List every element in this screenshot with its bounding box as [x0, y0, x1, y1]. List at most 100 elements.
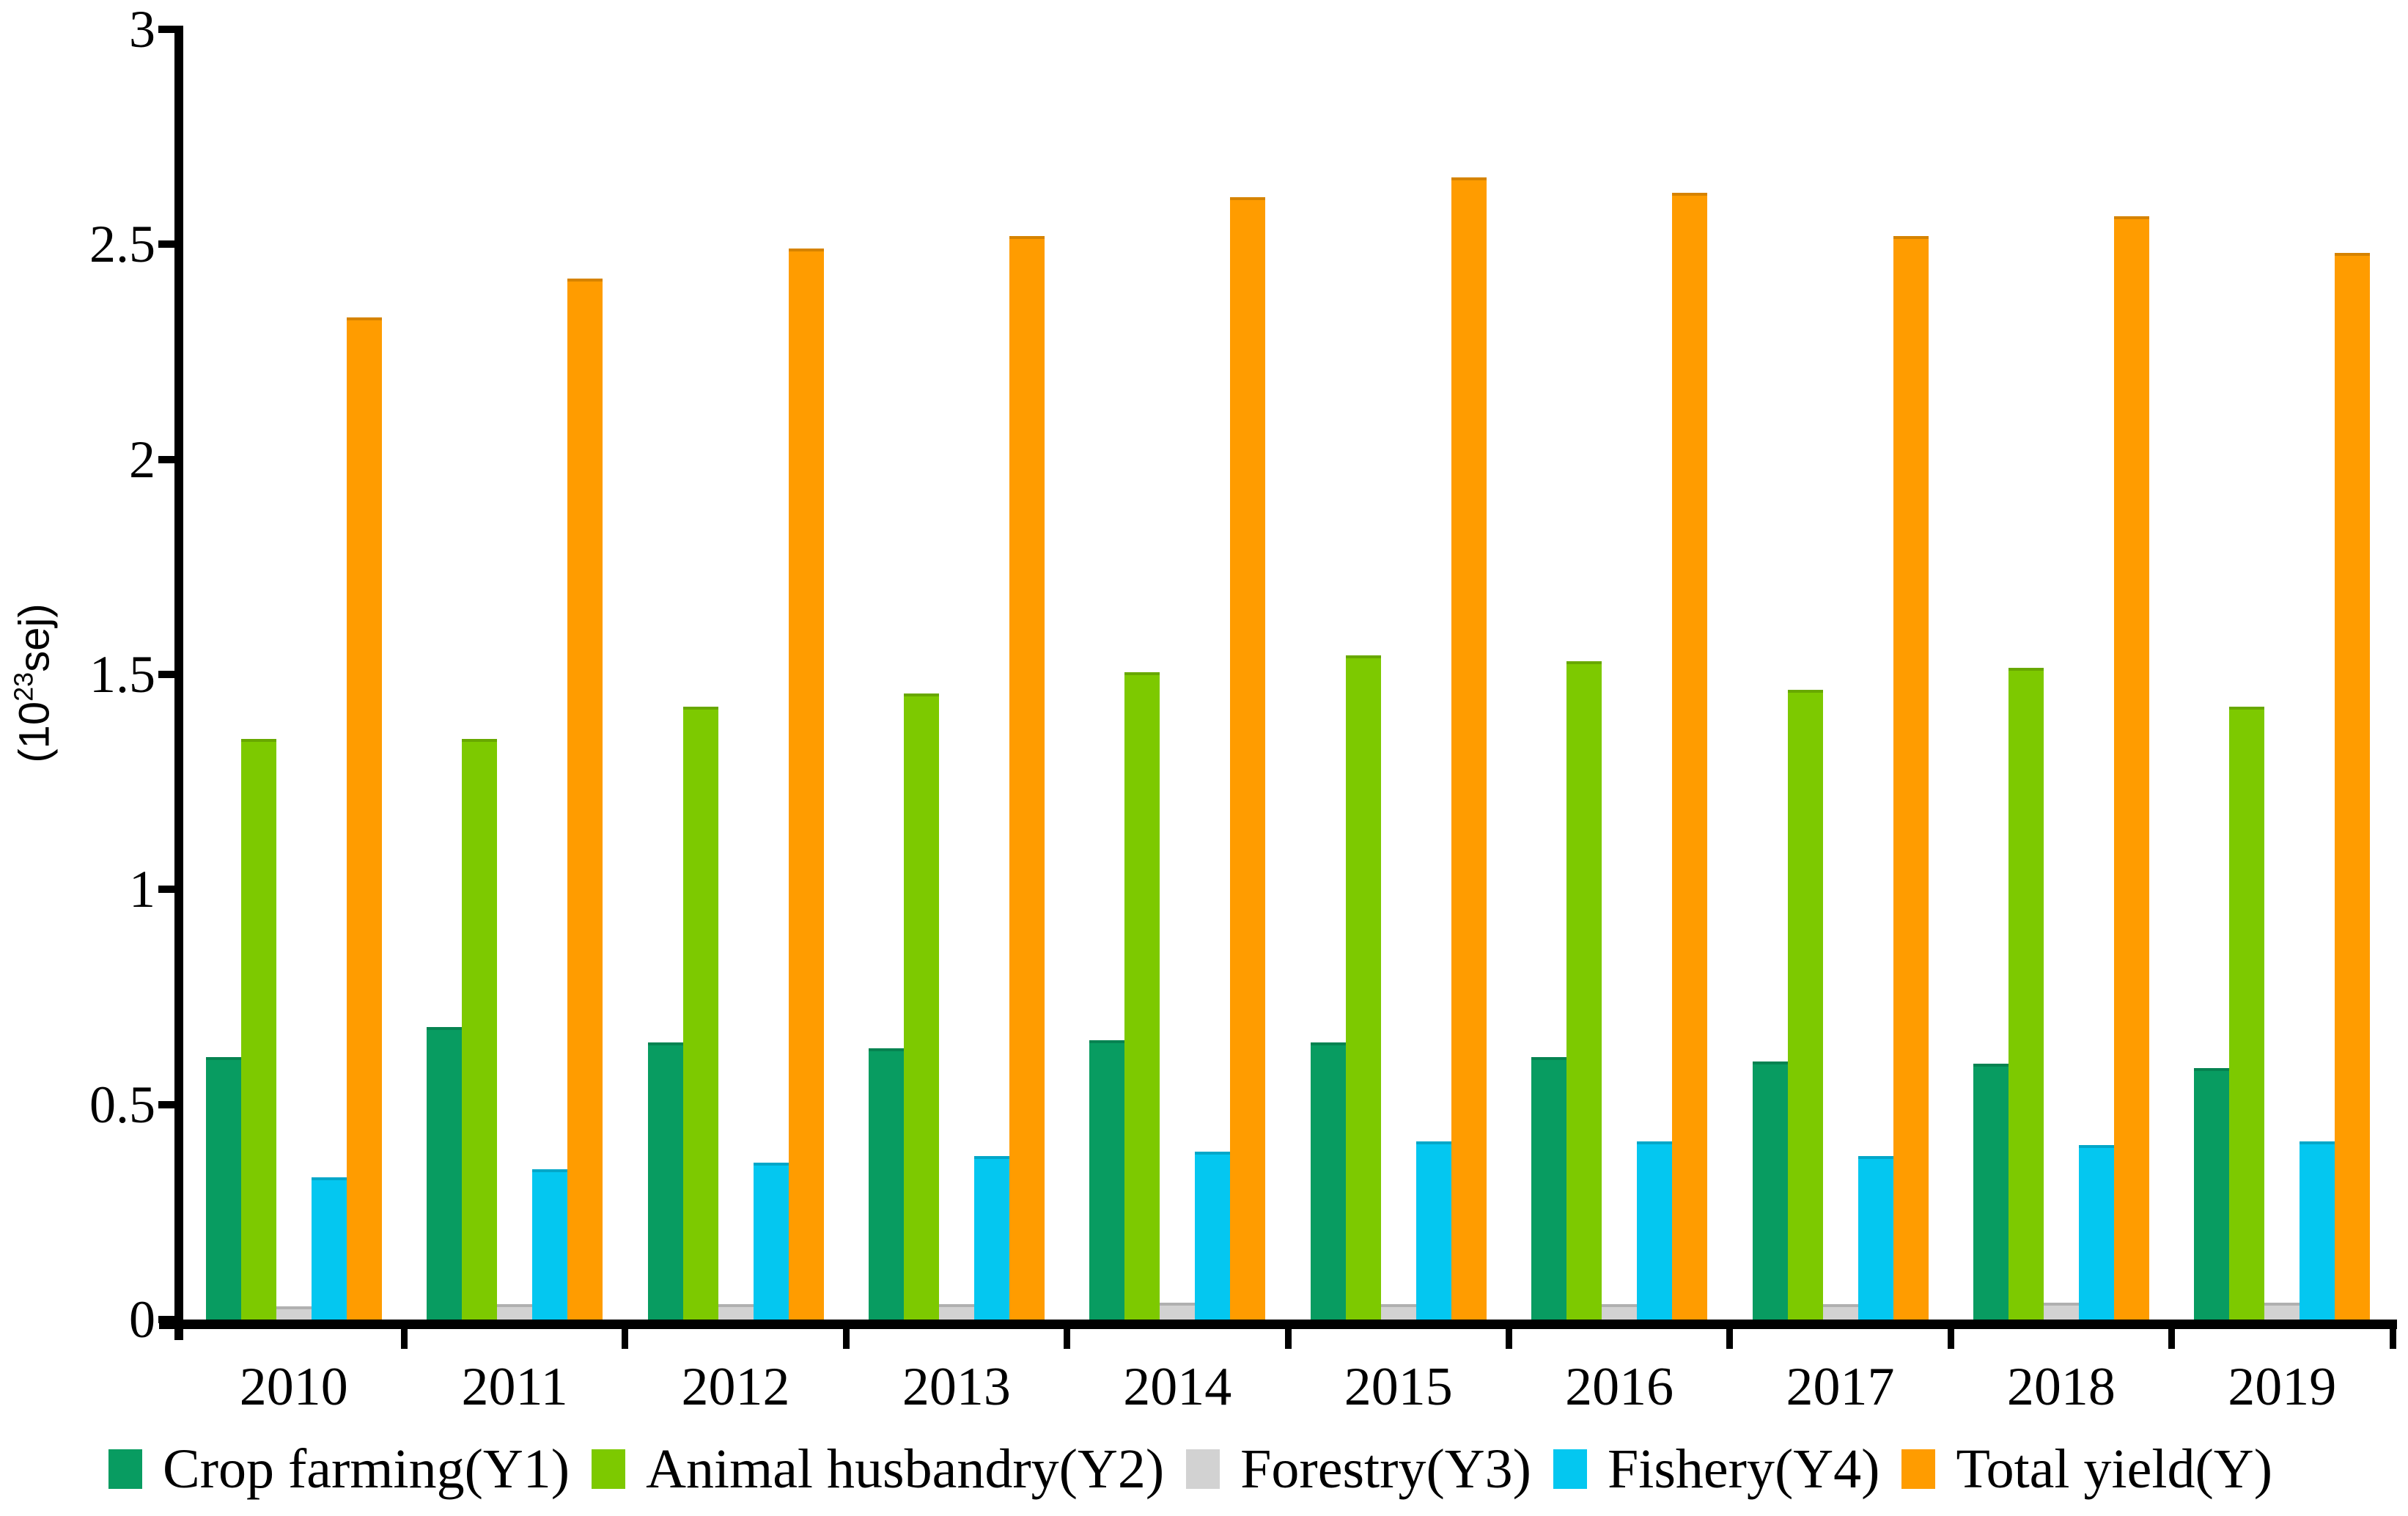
bar-forestry-2013 [938, 1304, 974, 1320]
bar-total-yield-2019 [2335, 253, 2371, 1320]
bar-fishery-2011 [532, 1169, 568, 1320]
x-category-label-2015: 2015 [1344, 1357, 1453, 1417]
legend-swatch-icon [1186, 1449, 1220, 1489]
bar-fishery-2012 [753, 1162, 789, 1320]
bar-total-yield-2014 [1230, 196, 1266, 1320]
y-tick-mark [158, 671, 183, 678]
x-category-label-2013: 2013 [902, 1357, 1011, 1417]
y-tick-mark [158, 1100, 183, 1108]
bar-forestry-2012 [718, 1304, 754, 1320]
bar-total-yield-2011 [567, 279, 603, 1320]
bar-fishery-2013 [973, 1156, 1009, 1320]
x-tick-mark [1726, 1329, 1734, 1349]
y-tick-label: 2.5 [89, 215, 155, 274]
x-category-label-2012: 2012 [681, 1357, 790, 1417]
x-category-label-2018: 2018 [2006, 1357, 2116, 1417]
bar-forestry-2014 [1160, 1302, 1196, 1320]
x-tick-mark [1505, 1329, 1512, 1349]
bar-animal-husbandry-2011 [462, 739, 498, 1320]
bar-fishery-2017 [1857, 1156, 1893, 1320]
bar-animal-husbandry-2015 [1345, 655, 1381, 1320]
bar-crop-farming-2014 [1089, 1040, 1125, 1320]
x-axis-line [159, 1320, 2397, 1329]
bar-total-yield-2013 [1009, 235, 1045, 1320]
bar-forestry-2017 [1822, 1304, 1858, 1320]
bar-fishery-2014 [1195, 1152, 1231, 1320]
bar-forestry-2018 [2043, 1302, 2079, 1320]
x-tick-mark [1284, 1329, 1292, 1349]
bar-animal-husbandry-2012 [682, 707, 718, 1320]
y-axis-line [174, 26, 183, 1340]
x-tick-mark [2389, 1329, 2396, 1349]
bar-total-yield-2016 [1672, 192, 1708, 1320]
x-tick-mark [622, 1329, 629, 1349]
legend-label: Animal husbandry(Y2) [646, 1438, 1165, 1500]
legend-item-forestry: Forestry(Y3) [1186, 1438, 1531, 1500]
y-tick-mark [158, 240, 183, 249]
y-tick-label: 2 [129, 430, 155, 489]
bar-crop-farming-2019 [2194, 1067, 2230, 1320]
bar-crop-farming-2015 [1310, 1042, 1346, 1320]
y-tick-label: 1.5 [89, 645, 155, 704]
legend-item-total-yield: Total yield(Y) [1901, 1438, 2272, 1500]
bar-fishery-2015 [1415, 1141, 1451, 1320]
bar-forestry-2016 [1602, 1304, 1638, 1320]
bar-total-yield-2010 [346, 317, 382, 1320]
bar-animal-husbandry-2010 [240, 739, 276, 1320]
x-tick-mark [1947, 1329, 1954, 1349]
x-tick-mark [2168, 1329, 2176, 1349]
bar-animal-husbandry-2018 [2008, 668, 2044, 1320]
x-category-label-2010: 2010 [239, 1357, 348, 1417]
legend-swatch-icon [108, 1449, 142, 1489]
y-tick-label: 0 [129, 1290, 155, 1349]
legend-item-crop-farming: Crop farming(Y1) [108, 1438, 570, 1500]
x-tick-mark [842, 1329, 850, 1349]
legend-label: Forestry(Y3) [1240, 1438, 1531, 1500]
bar-total-yield-2012 [788, 249, 824, 1320]
bar-animal-husbandry-2017 [1787, 689, 1823, 1320]
legend-item-animal-husbandry: Animal husbandry(Y2) [592, 1438, 1164, 1500]
x-tick-mark [400, 1329, 408, 1349]
y-tick-mark [158, 886, 183, 894]
bar-forestry-2010 [276, 1306, 312, 1320]
y-tick-mark [158, 455, 183, 463]
x-tick-mark [1064, 1329, 1071, 1349]
bar-crop-farming-2010 [205, 1057, 241, 1320]
bar-total-yield-2015 [1451, 177, 1487, 1320]
y-tick-label: 3 [129, 0, 155, 59]
legend-label: Fishery(Y4) [1607, 1438, 1880, 1500]
x-category-label-2019: 2019 [2228, 1357, 2337, 1417]
bar-fishery-2019 [2300, 1141, 2335, 1320]
bar-animal-husbandry-2019 [2229, 707, 2265, 1320]
y-tick-label: 0.5 [89, 1075, 155, 1134]
bar-total-yield-2017 [1893, 235, 1929, 1320]
bar-forestry-2011 [497, 1304, 533, 1320]
bar-animal-husbandry-2013 [903, 693, 939, 1320]
bar-crop-farming-2012 [647, 1042, 683, 1320]
legend-swatch-icon [592, 1449, 626, 1489]
legend-label: Total yield(Y) [1956, 1438, 2272, 1500]
legend: Crop farming(Y1) Animal husbandry(Y2) Fore… [108, 1435, 2272, 1503]
bar-fishery-2018 [2078, 1145, 2114, 1320]
legend-swatch-icon [1553, 1449, 1587, 1489]
y-tick-mark [158, 26, 183, 33]
x-category-label-2016: 2016 [1565, 1357, 1674, 1417]
bar-forestry-2015 [1380, 1304, 1416, 1320]
bar-forestry-2019 [2264, 1302, 2300, 1320]
x-category-label-2014: 2014 [1123, 1357, 1232, 1417]
bar-fishery-2016 [1637, 1141, 1673, 1320]
bar-total-yield-2018 [2113, 216, 2149, 1320]
x-category-label-2011: 2011 [461, 1357, 568, 1417]
bar-crop-farming-2018 [1973, 1063, 2008, 1320]
legend-label: Crop farming(Y1) [163, 1438, 570, 1500]
bar-crop-farming-2017 [1752, 1061, 1788, 1320]
x-category-label-2017: 2017 [1786, 1357, 1895, 1417]
y-tick-label: 1 [129, 860, 155, 919]
bar-crop-farming-2011 [427, 1027, 463, 1320]
bar-fishery-2010 [311, 1177, 347, 1320]
bar-animal-husbandry-2014 [1124, 672, 1160, 1320]
bar-crop-farming-2013 [868, 1048, 904, 1320]
bar-crop-farming-2016 [1531, 1057, 1567, 1320]
bar-animal-husbandry-2016 [1566, 661, 1602, 1320]
